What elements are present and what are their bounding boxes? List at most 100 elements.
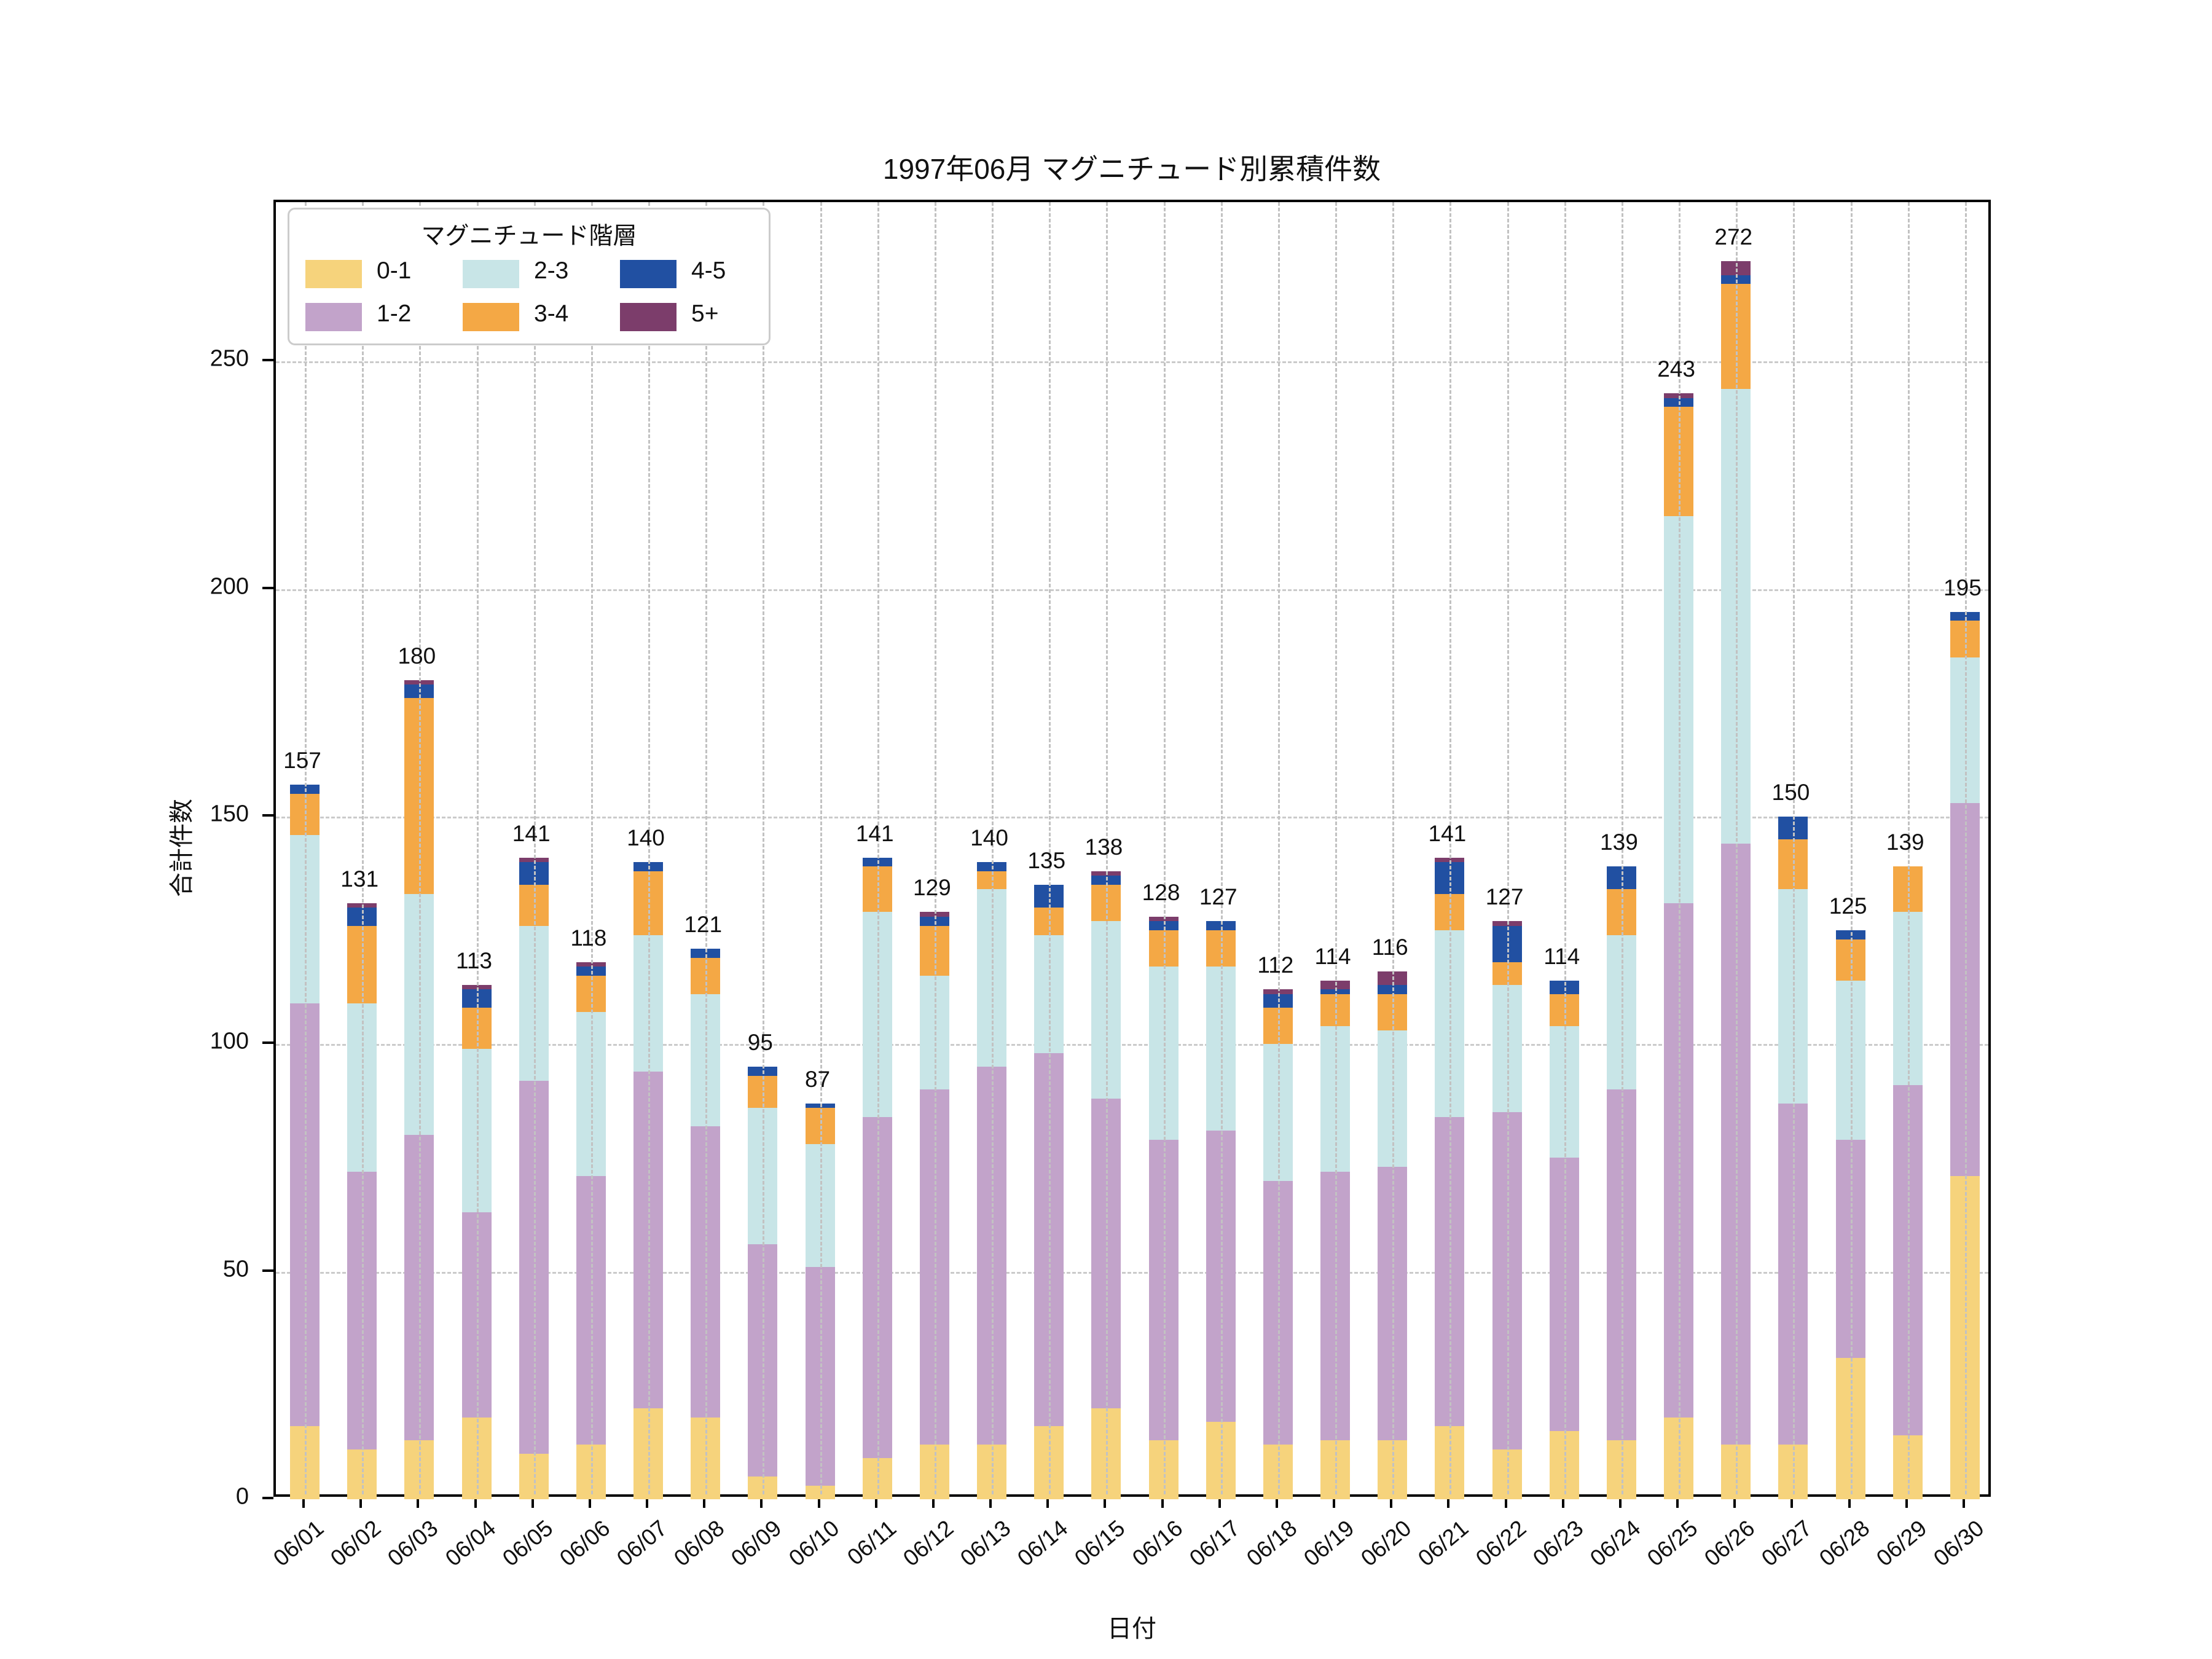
y-tick-mark (262, 1497, 273, 1499)
x-gridline (305, 202, 307, 1494)
x-gridline (1163, 202, 1166, 1494)
x-tick-mark (588, 1497, 591, 1508)
bar-total-label: 118 (570, 925, 607, 951)
x-tick-label: 06/23 (1528, 1515, 1588, 1571)
x-tick-mark (1447, 1497, 1450, 1508)
x-tick-mark (646, 1497, 649, 1508)
bar-total-label: 157 (283, 748, 321, 774)
plot-area (273, 200, 1991, 1499)
bar-total-label: 116 (1371, 934, 1408, 960)
y-gridline (276, 361, 1988, 364)
x-tick-mark (1218, 1497, 1221, 1508)
x-gridline (1106, 202, 1108, 1494)
x-gridline (763, 202, 765, 1494)
bar-total-label: 195 (1943, 575, 1982, 600)
x-tick-mark (359, 1497, 363, 1508)
bar-total-label: 127 (1485, 884, 1524, 910)
legend-swatch-2-3 (463, 260, 519, 288)
x-gridline (1507, 202, 1509, 1494)
y-gridline (276, 816, 1988, 818)
x-tick-label: 06/08 (669, 1515, 729, 1571)
x-tick-mark (1790, 1497, 1794, 1508)
x-gridline (1049, 202, 1051, 1494)
bar-total-label: 125 (1829, 893, 1867, 919)
x-tick-mark (474, 1497, 477, 1508)
x-tick-label: 06/22 (1470, 1515, 1531, 1571)
x-gridline (934, 202, 936, 1494)
y-gridline (276, 1044, 1988, 1046)
y-tick-label: 0 (235, 1483, 249, 1510)
x-gridline (1564, 202, 1566, 1494)
x-tick-label: 06/26 (1700, 1515, 1760, 1571)
legend: マグニチュード階層 0-1 1-2 2-3 3-4 4-5 5+ (288, 208, 771, 345)
x-tick-label: 06/18 (1241, 1515, 1302, 1571)
x-gridline (419, 202, 422, 1494)
x-gridline (1793, 202, 1795, 1494)
y-tick-label: 250 (210, 345, 249, 372)
bar-total-label: 139 (1886, 830, 1924, 855)
legend-label-3-4: 3-4 (534, 300, 569, 327)
x-gridline (820, 202, 822, 1494)
y-tick-mark (262, 1269, 273, 1272)
y-tick-label: 50 (222, 1256, 249, 1282)
bar-total-label: 121 (684, 911, 723, 937)
bar-total-label: 141 (1428, 820, 1467, 846)
x-tick-label: 06/07 (612, 1515, 672, 1571)
legend-label-1-2: 1-2 (377, 300, 412, 327)
x-tick-mark (1618, 1497, 1622, 1508)
x-gridline (1449, 202, 1452, 1494)
x-gridline (992, 202, 994, 1494)
x-axis-label: 日付 (1107, 1615, 1156, 1642)
x-gridline (1850, 202, 1853, 1494)
legend-swatch-5+ (620, 303, 677, 331)
x-tick-label: 06/15 (1070, 1515, 1130, 1571)
bar-total-label: 180 (398, 643, 436, 669)
x-tick-mark (1733, 1497, 1736, 1508)
bar-total-label: 112 (1257, 952, 1294, 978)
bar-total-label: 128 (1142, 879, 1180, 905)
x-gridline (590, 202, 593, 1494)
x-tick-label: 06/25 (1642, 1515, 1703, 1571)
x-tick-mark (1848, 1497, 1851, 1508)
legend-label-0-1: 0-1 (377, 257, 412, 284)
bar-total-label: 140 (627, 825, 665, 851)
x-tick-label: 06/05 (497, 1515, 558, 1571)
bar-total-label: 272 (1714, 224, 1753, 250)
legend-label-2-3: 2-3 (534, 257, 569, 284)
x-tick-label: 06/29 (1871, 1515, 1932, 1571)
x-tick-mark (417, 1497, 420, 1508)
bar-total-label: 140 (970, 825, 1008, 851)
x-tick-mark (1104, 1497, 1107, 1508)
y-tick-mark (262, 814, 273, 817)
x-tick-mark (989, 1497, 992, 1508)
x-gridline (1964, 202, 1967, 1494)
x-tick-label: 06/11 (842, 1515, 901, 1571)
x-tick-label: 06/06 (554, 1515, 615, 1571)
y-tick-mark (262, 1041, 273, 1045)
x-gridline (1220, 202, 1223, 1494)
bar-total-label: 127 (1199, 884, 1237, 910)
x-gridline (1736, 202, 1738, 1494)
x-tick-mark (1676, 1497, 1679, 1508)
legend-label-4-5: 4-5 (691, 257, 726, 284)
x-gridline (1392, 202, 1395, 1494)
x-tick-mark (1905, 1497, 1908, 1508)
x-tick-mark (760, 1497, 763, 1508)
x-tick-mark (1333, 1497, 1336, 1508)
x-tick-mark (1275, 1497, 1278, 1508)
y-tick-mark (262, 359, 273, 362)
legend-swatch-4-5 (620, 260, 677, 288)
x-tick-mark (302, 1497, 305, 1508)
x-gridline (705, 202, 708, 1494)
bar-total-label: 114 (1543, 943, 1580, 969)
x-tick-mark (1561, 1497, 1564, 1508)
y-gridline (276, 589, 1988, 591)
legend-label-5+: 5+ (691, 300, 719, 327)
x-tick-label: 06/27 (1757, 1515, 1817, 1571)
x-gridline (533, 202, 536, 1494)
y-tick-mark (262, 586, 273, 589)
x-tick-mark (703, 1497, 706, 1508)
bar-total-label: 87 (804, 1066, 831, 1092)
x-tick-label: 06/14 (1013, 1515, 1073, 1571)
